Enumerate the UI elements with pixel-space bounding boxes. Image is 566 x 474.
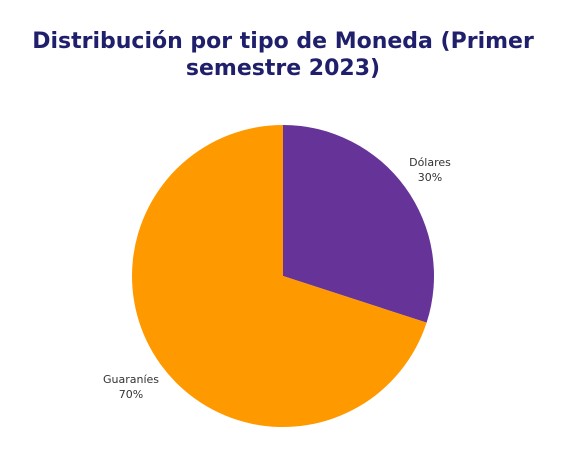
pie-slice-guaranies <box>132 125 427 427</box>
slice-value-label: 70% <box>119 388 143 401</box>
slice-label: Guaraníes <box>103 373 159 386</box>
pie-slice-dolares <box>283 125 434 323</box>
chart-title-line-2: semestre 2023) <box>185 56 381 81</box>
chart-title-line-1: Distribución por tipo de Moneda (Primer <box>32 29 534 54</box>
chart-title: Distribución por tipo de Moneda (Primer … <box>0 28 566 82</box>
slice-value-label: 30% <box>418 171 442 184</box>
slice-label: Dólares <box>409 156 451 169</box>
